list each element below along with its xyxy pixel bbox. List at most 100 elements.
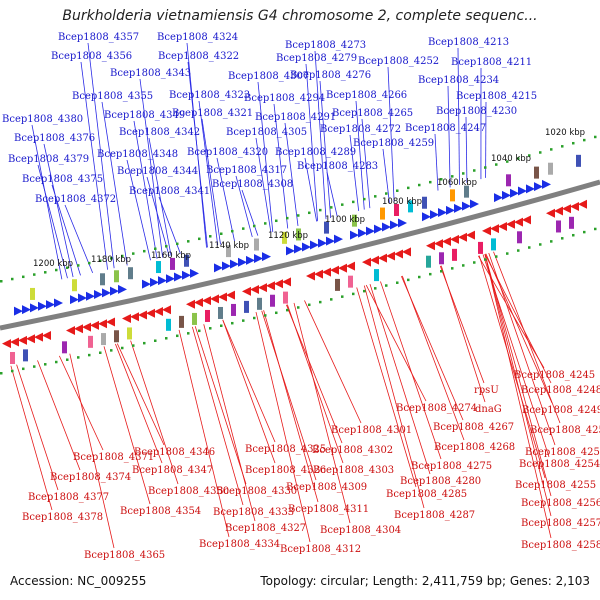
reverse-gene-arrow <box>346 261 355 271</box>
reverse-gene-arrow <box>122 314 131 324</box>
label-connector <box>356 287 417 488</box>
gene-label-upper: Bcep1808_4379 <box>8 154 89 165</box>
forward-gene-arrow <box>30 303 39 313</box>
reverse-gene-arrow <box>26 334 35 344</box>
label-connector <box>130 340 179 485</box>
reverse-gene-arrow <box>250 284 259 294</box>
gene-label-lower: Bcep1808_4267 <box>433 422 514 433</box>
forward-gene-arrow <box>494 193 503 203</box>
forward-gene-arrow <box>118 284 127 294</box>
label-connector <box>363 285 425 509</box>
gene-label-lower: Bcep1808_4333 <box>213 507 294 518</box>
reverse-gene-arrow <box>546 208 555 218</box>
scale-dot <box>385 284 388 287</box>
scale-dot <box>363 197 366 201</box>
reverse-gene-arrow <box>282 277 291 287</box>
gene-label-lower: Bcep1808_4354 <box>120 506 201 517</box>
feature-block <box>179 315 184 328</box>
scale-dot <box>0 280 3 283</box>
scale-dot <box>440 270 443 273</box>
reverse-gene-arrow <box>394 249 403 259</box>
scale-dot <box>99 259 102 262</box>
scale-dot <box>319 300 322 304</box>
label-connector <box>484 253 552 539</box>
label-connector <box>64 204 94 273</box>
scale-dot <box>583 230 586 234</box>
scale-dot <box>242 227 245 230</box>
label-connector <box>314 50 327 220</box>
scale-dot <box>198 237 201 241</box>
forward-gene-arrow <box>470 199 479 209</box>
scale-dot <box>231 229 234 233</box>
forward-gene-arrow <box>358 228 367 238</box>
scale-dot <box>176 334 179 338</box>
scale-dot <box>275 219 278 223</box>
scale-dot <box>539 151 542 154</box>
scale-dot <box>77 264 80 267</box>
gene-label-lower: Bcep1808_4285 <box>386 489 467 500</box>
label-connector <box>101 101 128 266</box>
forward-gene-arrow <box>518 186 527 196</box>
forward-gene-arrow <box>430 210 439 220</box>
label-connector <box>37 360 81 471</box>
reverse-gene-arrow <box>34 332 43 342</box>
feature-block <box>72 279 77 292</box>
label-connector <box>31 124 63 280</box>
gene-label-lower: Bcep1808_4350 <box>148 486 229 497</box>
gene-label-lower: Bcep1808_4248 <box>521 385 600 396</box>
forward-gene-arrow <box>382 222 391 232</box>
reverse-gene-arrow <box>442 236 451 246</box>
label-connector <box>69 353 115 549</box>
label-connector <box>326 171 338 217</box>
scale-tick-label: 1040 kbp <box>491 154 531 164</box>
scale-dot <box>374 195 377 198</box>
forward-gene-arrow <box>166 274 175 284</box>
scale-dot <box>77 356 80 359</box>
scale-dot <box>187 332 190 335</box>
gene-label-upper: Bcep1808_4323 <box>169 90 250 101</box>
label-connector <box>440 265 486 403</box>
scale-dot <box>11 277 14 281</box>
gene-label-lower: Bcep1808_4245 <box>514 370 595 381</box>
reverse-gene-arrow <box>322 267 331 277</box>
accession-text: Accession: NC_009255 <box>10 574 147 588</box>
scale-tick-label: 1180 kbp <box>91 255 131 265</box>
label-connector <box>380 281 442 460</box>
reverse-gene-arrow <box>2 339 11 349</box>
scale-dot <box>220 324 223 328</box>
scale-dot <box>110 257 113 260</box>
gene-label-lower: Bcep1808_4325 <box>245 444 326 455</box>
reverse-gene-arrow <box>130 312 139 322</box>
feature-block <box>478 241 483 254</box>
scale-dot <box>33 365 36 368</box>
label-connector <box>485 253 553 404</box>
feature-block <box>192 312 197 325</box>
gene-label-upper: Bcep1808_4272 <box>320 124 401 135</box>
reverse-gene-arrow <box>74 324 83 334</box>
reverse-gene-arrow <box>210 294 219 304</box>
forward-gene-arrow <box>302 242 311 252</box>
gene-label-upper: Bcep1808_4376 <box>14 133 95 144</box>
reverse-gene-arrow <box>194 297 203 307</box>
label-connector <box>488 252 556 446</box>
chromosome-backbone <box>0 179 600 331</box>
label-connector <box>43 143 74 278</box>
scale-tick-label: 1120 kbp <box>268 231 308 241</box>
label-connector <box>139 78 164 258</box>
scale-dot <box>462 172 465 175</box>
scale-dot <box>154 247 157 250</box>
feature-block <box>464 185 469 198</box>
label-connector <box>198 100 219 246</box>
feature-block <box>270 294 275 307</box>
forward-gene-arrow <box>334 234 343 244</box>
reverse-gene-arrow <box>314 269 323 279</box>
forward-gene-arrow <box>70 295 79 305</box>
scale-tick-label: 1200 kbp <box>33 259 73 269</box>
feature-block <box>534 166 539 179</box>
gene-label-lower: Bcep1808_4327 <box>225 523 306 534</box>
forward-gene-arrow <box>326 236 335 246</box>
scale-dot <box>374 287 377 290</box>
scale-dot <box>132 252 135 255</box>
forward-gene-arrow <box>350 230 359 240</box>
label-connector <box>255 311 311 543</box>
